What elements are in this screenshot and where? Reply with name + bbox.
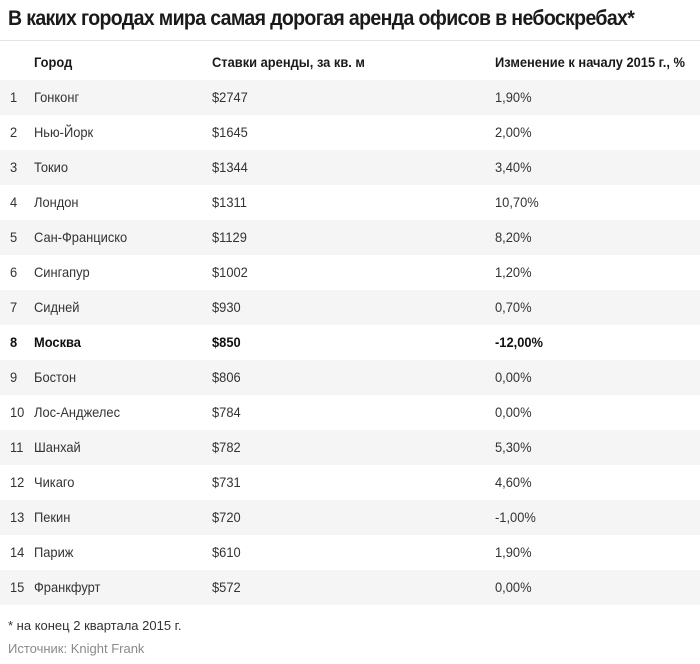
row-change: 0,00% (495, 404, 532, 420)
row-rank: 6 (10, 264, 18, 280)
row-rate: $2747 (212, 89, 248, 105)
row-rate: $782 (212, 439, 241, 455)
table-row: 3 Токио $1344 3,40% (0, 150, 700, 185)
row-change: 5,30% (495, 439, 532, 455)
table-row: 4 Лондон $1311 10,70% (0, 185, 700, 220)
row-city: Нью-Йорк (34, 124, 94, 140)
header-change: Изменение к началу 2015 г., % (495, 54, 685, 70)
row-rank: 5 (10, 229, 18, 245)
row-change: 1,90% (495, 544, 532, 560)
row-city: Сингапур (34, 264, 90, 280)
row-rank: 7 (10, 299, 18, 315)
row-rank: 13 (10, 509, 25, 525)
row-change: 3,40% (495, 159, 532, 175)
page-title: В каких городах мира самая дорогая аренд… (8, 7, 635, 30)
row-city: Лондон (34, 194, 79, 210)
source-credit: Источник: Knight Frank (8, 641, 145, 656)
row-rank: 1 (10, 89, 18, 105)
table-header-row: Город Ставки аренды, за кв. м Изменение … (0, 45, 700, 80)
row-city: Сидней (34, 299, 80, 315)
table-row: 13 Пекин $720 -1,00% (0, 500, 700, 535)
row-rank: 9 (10, 369, 18, 385)
table-row: 7 Сидней $930 0,70% (0, 290, 700, 325)
table-row: 14 Париж $610 1,90% (0, 535, 700, 570)
header-city: Город (34, 54, 73, 70)
row-city: Франкфурт (34, 579, 101, 595)
row-rate: $806 (212, 369, 241, 385)
row-rate: $731 (212, 474, 241, 490)
row-rate: $1002 (212, 264, 248, 280)
row-rank: 2 (10, 124, 18, 140)
row-city: Гонконг (34, 89, 80, 105)
row-change: -12,00% (495, 334, 543, 350)
row-rank: 8 (10, 334, 18, 350)
row-rate: $930 (212, 299, 241, 315)
row-rank: 11 (10, 439, 24, 455)
row-change: 2,00% (495, 124, 532, 140)
row-rate: $572 (212, 579, 241, 595)
row-rate: $1344 (212, 159, 248, 175)
table-row: 15 Франкфурт $572 0,00% (0, 570, 700, 605)
row-change: -1,00% (495, 509, 536, 525)
table-row: 9 Бостон $806 0,00% (0, 360, 700, 395)
row-city: Париж (34, 544, 74, 560)
table-row: 10 Лос-Анджелес $784 0,00% (0, 395, 700, 430)
row-city: Бостон (34, 369, 77, 385)
row-rank: 3 (10, 159, 18, 175)
row-rate: $784 (212, 404, 241, 420)
row-rate: $1129 (212, 229, 247, 245)
table-row: 1 Гонконг $2747 1,90% (0, 80, 700, 115)
row-change: 0,00% (495, 579, 532, 595)
row-rank: 15 (10, 579, 25, 595)
row-city: Москва (34, 334, 81, 350)
row-rate: $1645 (212, 124, 248, 140)
row-rate: $720 (212, 509, 241, 525)
row-change: 10,70% (495, 194, 539, 210)
row-city: Сан-Франциско (34, 229, 128, 245)
row-city: Чикаго (34, 474, 75, 490)
row-rank: 4 (10, 194, 18, 210)
row-rank: 12 (10, 474, 25, 490)
row-rank: 10 (10, 404, 25, 420)
row-city: Токио (34, 159, 69, 175)
row-city: Пекин (34, 509, 71, 525)
row-rate: $850 (212, 334, 241, 350)
table-row: 12 Чикаго $731 4,60% (0, 465, 700, 500)
row-rate: $610 (212, 544, 241, 560)
row-rate: $1311 (212, 194, 247, 210)
row-change: 1,20% (495, 264, 532, 280)
header-rate: Ставки аренды, за кв. м (212, 54, 365, 70)
row-change: 4,60% (495, 474, 532, 490)
row-rank: 14 (10, 544, 25, 560)
table-row: 2 Нью-Йорк $1645 2,00% (0, 115, 700, 150)
table-row: 5 Сан-Франциско $1129 8,20% (0, 220, 700, 255)
row-city: Лос-Анджелес (34, 404, 121, 420)
footnote: * на конец 2 квартала 2015 г. (8, 618, 182, 633)
row-change: 0,70% (495, 299, 532, 315)
row-change: 8,20% (495, 229, 532, 245)
row-city: Шанхай (34, 439, 81, 455)
table-row: 6 Сингапур $1002 1,20% (0, 255, 700, 290)
table-row: 8 Москва $850 -12,00% (0, 325, 700, 360)
row-change: 1,90% (495, 89, 532, 105)
table-row: 11 Шанхай $782 5,30% (0, 430, 700, 465)
title-divider (0, 40, 700, 41)
row-change: 0,00% (495, 369, 532, 385)
